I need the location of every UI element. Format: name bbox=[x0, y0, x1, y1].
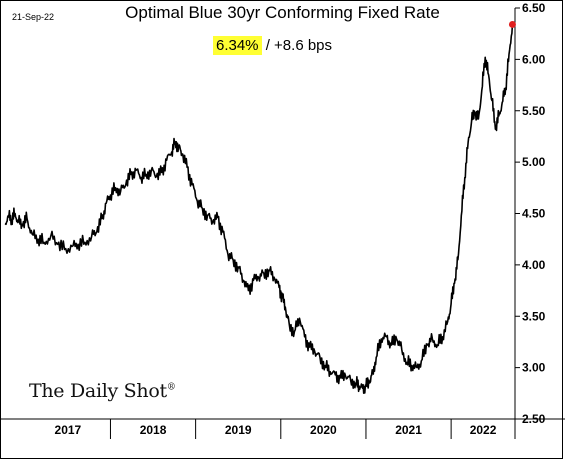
date-label: 21-Sep-22 bbox=[12, 12, 55, 22]
current-value-highlight: 6.34% bbox=[212, 36, 262, 55]
latest-point-marker bbox=[508, 20, 516, 28]
y-tick-label: 5.50 bbox=[522, 104, 546, 118]
brand-mark: ® bbox=[166, 382, 176, 393]
subtitle-separator: / bbox=[265, 37, 270, 54]
y-tick-label: 3.50 bbox=[522, 309, 546, 323]
y-tick-label: 2.50 bbox=[522, 412, 546, 426]
x-tick-label: 2021 bbox=[395, 423, 422, 437]
y-tick-label: 6.50 bbox=[522, 1, 546, 15]
y-tick-label: 5.00 bbox=[522, 155, 546, 169]
y-tick-label: 3.00 bbox=[522, 361, 546, 375]
chart-subtitle: 6.34% / +8.6 bps bbox=[0, 36, 545, 55]
chart-title: Optimal Blue 30yr Conforming Fixed Rate bbox=[125, 3, 440, 22]
x-tick-label: 2019 bbox=[225, 423, 252, 437]
x-tick-label: 2022 bbox=[470, 423, 497, 437]
rate-change: +8.6 bps bbox=[274, 37, 333, 54]
y-tick-label: 4.50 bbox=[522, 207, 546, 221]
y-tick-label: 6.00 bbox=[522, 52, 546, 66]
y-tick-label: 4.00 bbox=[522, 258, 546, 272]
series-line bbox=[4, 24, 514, 394]
x-tick-label: 2017 bbox=[55, 423, 82, 437]
x-tick-label: 2020 bbox=[310, 423, 337, 437]
x-tick-label: 2018 bbox=[140, 423, 167, 437]
brand-name: The Daily Shot bbox=[29, 380, 167, 402]
brand-logo: The Daily Shot® bbox=[29, 380, 176, 402]
